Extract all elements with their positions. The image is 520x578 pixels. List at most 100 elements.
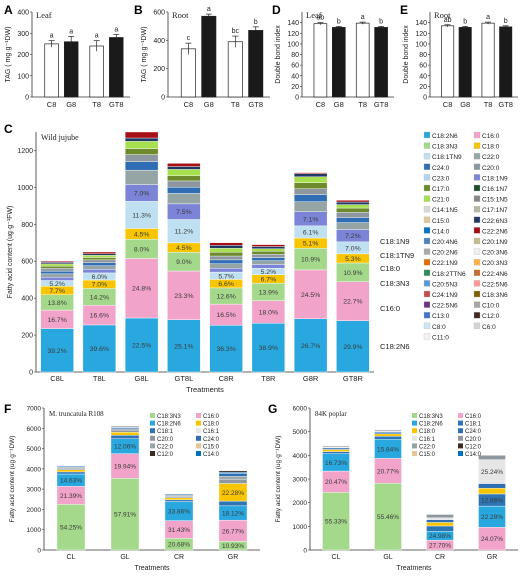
x-tick-label: GT8 xyxy=(109,100,124,109)
segment-label: 19.94% xyxy=(114,464,136,471)
significance-letter: ab xyxy=(444,17,452,24)
y-tick-label: 5000 xyxy=(293,429,308,436)
bar xyxy=(356,23,369,97)
segment-label: 7.0% xyxy=(345,245,361,252)
legend-swatch xyxy=(424,143,430,149)
y-tick-label: 200 xyxy=(153,66,165,73)
segment-label: 5.2% xyxy=(49,281,65,288)
legend-swatch xyxy=(458,436,463,441)
stack-segment-c21-0 xyxy=(294,177,327,183)
x-tick-label: T8 xyxy=(92,100,101,109)
y-tick-label: 0 xyxy=(37,548,41,555)
legend-label: C18:1 xyxy=(157,429,174,435)
stack-segment-c17-0 xyxy=(252,251,285,254)
significance-letter: a xyxy=(207,6,211,13)
stack-segment-c18-0 xyxy=(426,522,453,526)
stack-segment-c17-0 xyxy=(83,257,116,259)
y-tick-label: 120 xyxy=(415,31,427,38)
x-tick-label: T8 xyxy=(484,100,493,109)
y-tick-label: 7000 xyxy=(27,406,42,413)
bar xyxy=(441,26,453,97)
stack-segment-c18-1 xyxy=(219,501,247,506)
legend-label: C16:0 xyxy=(203,414,220,420)
legend-label: C16:1 xyxy=(419,437,436,443)
segment-label: 39.2% xyxy=(47,348,66,355)
legend-swatch xyxy=(474,280,480,286)
segment-label: 14.63% xyxy=(60,478,82,485)
series-callout: C16:0 xyxy=(380,304,400,313)
y-tick-label: 0 xyxy=(295,95,299,102)
x-tick-label: G8 xyxy=(460,100,470,109)
legend-label: C18:2TTN6 xyxy=(432,271,466,278)
panel-letter-b: B xyxy=(134,3,143,17)
segment-label: 11.2% xyxy=(174,229,193,236)
y-axis-label: Fatty acid content (ug·g⁻¹DW) xyxy=(9,436,16,523)
legend-label: C22:0 xyxy=(157,444,174,450)
y-tick-label: 4000 xyxy=(27,466,42,473)
stack-segment-c22-2n6 xyxy=(294,173,327,174)
stack-segment-c17-0 xyxy=(336,208,369,212)
segment-label: 57.91% xyxy=(114,512,136,519)
stack-segment-c22-2n6 xyxy=(336,200,369,202)
stack-segment-c18-1 xyxy=(111,435,139,438)
legend-swatch xyxy=(474,259,480,265)
segment-label: 7.1% xyxy=(303,216,319,223)
legend-label: C22:5N6 xyxy=(482,281,508,288)
x-tick-label: C8 xyxy=(184,100,194,109)
y-tick-label: 3000 xyxy=(293,477,308,484)
series-callout: C18:0 xyxy=(380,264,400,273)
legend-swatch xyxy=(424,185,430,191)
legend-label: C10:0 xyxy=(482,303,500,310)
bar xyxy=(64,42,78,97)
stack-segment-c20-0 xyxy=(426,515,453,518)
y-tick-label: 80 xyxy=(291,52,299,59)
legend-swatch xyxy=(150,421,155,426)
legend-label: C22:6N3 xyxy=(482,218,508,225)
segment-label: 26.7% xyxy=(301,343,320,350)
stack-segment-c20-0 xyxy=(336,212,369,217)
legend-swatch xyxy=(474,132,480,138)
x-tick-label: C8 xyxy=(47,100,57,109)
legend-label: C14:0 xyxy=(432,228,450,235)
segment-label: 55.33% xyxy=(325,519,347,526)
x-tick-label: G8 xyxy=(334,100,344,109)
x-axis-label: Treatments xyxy=(186,385,224,394)
stack-segment-c22-2n6 xyxy=(125,132,158,138)
segment-label: 20.47% xyxy=(325,479,347,486)
legend-label: C20:3N3 xyxy=(482,260,508,267)
legend-label: C22:1N9 xyxy=(432,260,458,267)
segment-label: 22.28% xyxy=(481,514,503,521)
legend-label: C15:0 xyxy=(203,444,220,450)
stack-segment-c18-0 xyxy=(374,434,401,436)
segment-label: 13.8% xyxy=(47,300,66,307)
legend-swatch xyxy=(474,291,480,297)
segment-label: 26.77% xyxy=(222,528,244,535)
stack-segment-c18-1n9 xyxy=(41,277,74,280)
legend-label: C24:1N9 xyxy=(432,292,458,299)
legend-label: C15:0 xyxy=(419,452,436,458)
legend-label: C18:1N9 xyxy=(482,175,508,182)
stack-segment-c22-6n3 xyxy=(125,138,158,141)
stack-segment-c22-0 xyxy=(125,170,158,184)
y-tick-label: 3000 xyxy=(27,487,42,494)
y-tick-label: 1200 xyxy=(17,148,33,155)
significance-letter: a xyxy=(114,26,118,33)
legend-swatch xyxy=(424,302,430,308)
series-callout: C18:1TN9 xyxy=(380,251,414,260)
legend-label: C20:1N9 xyxy=(482,239,508,246)
stack-segment-c22-2n6 xyxy=(41,261,74,262)
legend-swatch xyxy=(412,421,417,426)
stack-segment-c18-1n9 xyxy=(210,268,243,272)
legend-label: C12:0 xyxy=(157,452,174,458)
x-tick-label: GT8L xyxy=(174,374,193,383)
panel-letter-d: D xyxy=(272,3,281,17)
panel-title: Root xyxy=(172,10,189,20)
y-axis-label: TAG ( mg·g⁻¹DW) xyxy=(141,26,148,82)
legend-label: C24:0 xyxy=(203,437,220,443)
segment-label: 22.5% xyxy=(132,343,151,350)
bar xyxy=(332,27,345,97)
legend-label: C18:0 xyxy=(482,144,500,151)
y-tick-label: 1000 xyxy=(27,527,42,534)
legend-label: C16:0 xyxy=(482,133,500,140)
